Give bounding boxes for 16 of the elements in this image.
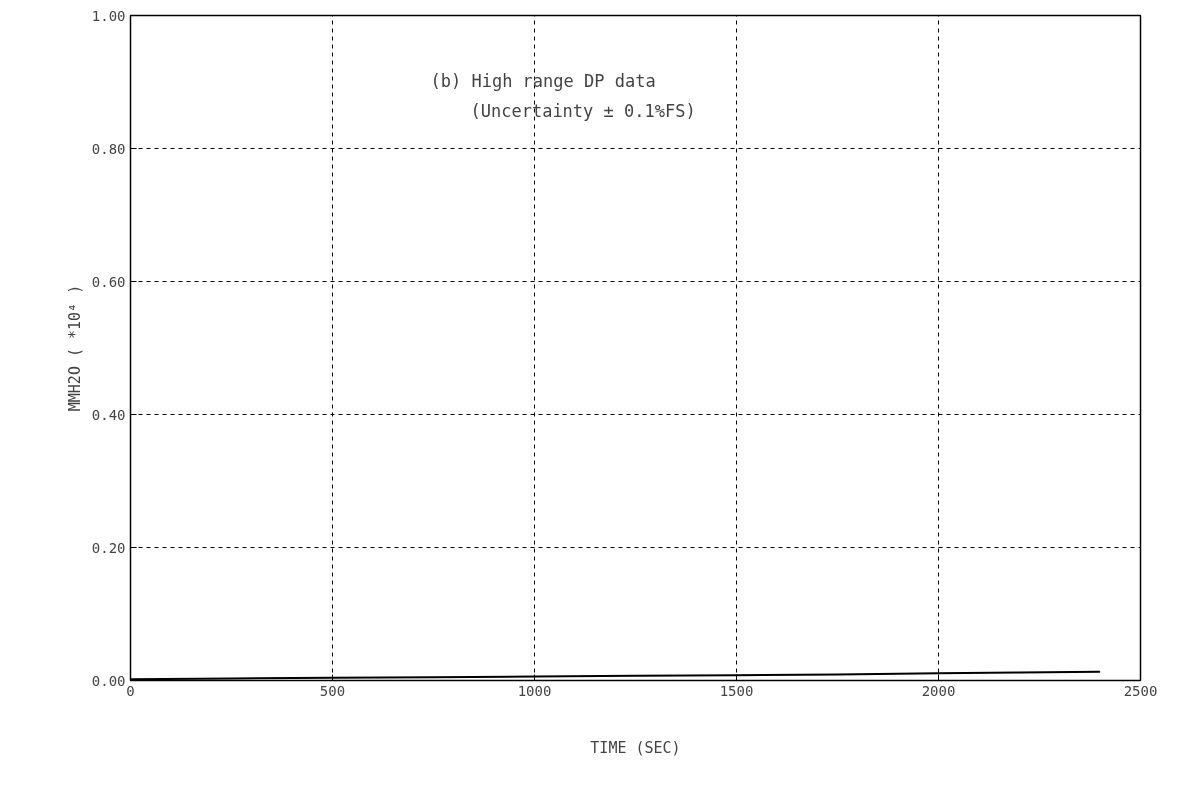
y-axis-title: MMH2O ( *10⁴ ) [65, 284, 84, 412]
y-tick-label: 0.00 [91, 672, 126, 689]
x-tick-label: 2500 [1123, 682, 1158, 699]
y-tick-label: 1.00 [91, 7, 126, 24]
x-axis-title: TIME (SEC) [590, 738, 681, 757]
y-tick-label: 0.40 [91, 406, 126, 423]
y-tick-label: 0.60 [91, 273, 126, 290]
x-tick-label: 1000 [517, 682, 552, 699]
annotation: (Uncertainty ± 0.1%FS) [470, 100, 696, 121]
y-tick-label: 0.80 [91, 140, 126, 157]
x-tick-label: 2000 [921, 682, 956, 699]
x-tick-label: 500 [319, 682, 346, 699]
x-tick-label: 0 [126, 682, 135, 699]
x-tick-label: 1500 [719, 682, 754, 699]
y-tick-label: 0.20 [91, 539, 126, 556]
annotation: (b) High range DP data [430, 70, 656, 91]
